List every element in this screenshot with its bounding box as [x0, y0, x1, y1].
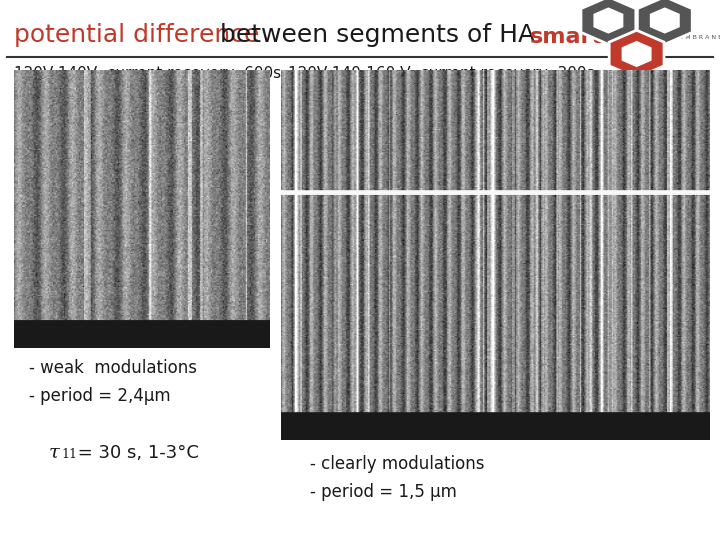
Text: 120V-140V, current recovery  600s: 120V-140V, current recovery 600s — [14, 66, 282, 81]
Text: - period = 1,5 μm: - period = 1,5 μm — [310, 483, 456, 501]
Text: 120V-140-160 V, current recovery  300s: 120V-140-160 V, current recovery 300s — [288, 66, 595, 81]
Text: M E M B R A N E S: M E M B R A N E S — [672, 35, 720, 40]
Text: = 30 s, 1-3°C: = 30 s, 1-3°C — [72, 444, 199, 462]
Polygon shape — [609, 30, 664, 78]
Polygon shape — [637, 0, 692, 44]
Text: τ: τ — [49, 444, 60, 462]
Polygon shape — [581, 0, 636, 44]
Text: - period = 2,4μm: - period = 2,4μm — [29, 387, 171, 405]
Text: 11: 11 — [61, 448, 77, 461]
Text: - clearly modulations: - clearly modulations — [310, 455, 484, 472]
Text: - weak  modulations: - weak modulations — [29, 359, 197, 377]
Polygon shape — [651, 8, 679, 33]
Text: between segments of HA: between segments of HA — [204, 23, 535, 47]
Polygon shape — [622, 42, 651, 66]
Text: smart: smart — [529, 27, 603, 48]
Text: potential difference: potential difference — [14, 23, 260, 47]
Polygon shape — [594, 8, 623, 33]
